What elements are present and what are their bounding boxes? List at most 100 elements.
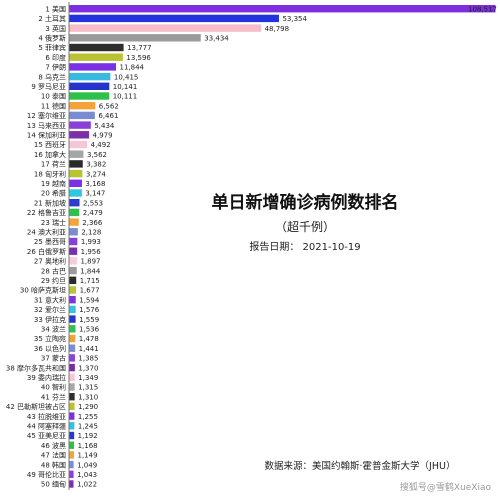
bar-42 xyxy=(69,402,75,411)
bar-6 xyxy=(69,53,123,61)
value-label-50: 1,022 xyxy=(77,481,97,489)
category-label-26: 26 白俄罗斯 xyxy=(27,247,66,256)
category-label-11: 11 德国 xyxy=(41,101,66,110)
chart-title: 单日新增确诊病例数排名 xyxy=(211,193,399,213)
value-label-3: 48,798 xyxy=(265,25,290,33)
value-label-8: 10,415 xyxy=(114,73,139,81)
category-label-3: 3 英国 xyxy=(45,24,66,33)
category-label-19: 19 越南 xyxy=(41,179,66,188)
bar-21 xyxy=(69,199,80,207)
value-label-11: 6,562 xyxy=(99,102,119,110)
category-label-36: 36 以色列 xyxy=(34,344,66,353)
value-label-6: 13,596 xyxy=(126,54,151,62)
bar-17 xyxy=(69,160,83,168)
chart-subtitle: （超千例） xyxy=(274,220,335,234)
bar-14 xyxy=(69,131,90,139)
value-label-37: 1,385 xyxy=(78,355,98,363)
category-label-20: 20 希腊 xyxy=(41,189,66,198)
category-label-44: 44 阿塞拜疆 xyxy=(27,422,66,431)
bar-38 xyxy=(69,363,75,372)
category-label-25: 25 墨西哥 xyxy=(34,238,66,246)
bar-3 xyxy=(69,24,262,32)
category-label-34: 34 波兰 xyxy=(41,325,66,334)
value-label-1: 108,517 xyxy=(468,5,497,13)
category-label-43: 43 拉脱维亚 xyxy=(27,412,66,421)
bar-31 xyxy=(69,296,76,304)
value-label-9: 10,141 xyxy=(113,83,137,91)
category-label-9: 9 罗马尼亚 xyxy=(31,83,66,91)
value-label-23: 2,366 xyxy=(82,219,103,227)
bar-28 xyxy=(69,266,77,275)
bar-27 xyxy=(69,257,77,265)
value-label-30: 1,677 xyxy=(80,287,100,295)
value-label-14: 4,979 xyxy=(93,132,113,140)
data-source: 数据来源：美国约翰斯·霍普金斯大学（JHU） xyxy=(264,461,456,472)
bar-45 xyxy=(69,431,75,440)
bar-18 xyxy=(69,169,83,178)
category-label-31: 31 意大利 xyxy=(34,295,66,304)
bar-44 xyxy=(69,422,75,430)
category-label-47: 47 法国 xyxy=(41,451,66,460)
category-label-40: 40 智利 xyxy=(41,383,66,392)
bar-7 xyxy=(69,63,116,71)
value-label-4: 33,434 xyxy=(204,35,229,43)
value-label-44: 1,245 xyxy=(78,423,98,431)
category-label-42: 42 巴勒斯坦被占区 xyxy=(6,402,66,411)
value-label-32: 1,576 xyxy=(79,306,100,314)
bar-4 xyxy=(69,34,201,42)
value-label-20: 3,147 xyxy=(85,190,105,198)
bar-8 xyxy=(69,72,111,81)
value-label-42: 1,290 xyxy=(78,403,98,411)
value-label-24: 2,128 xyxy=(81,229,101,237)
category-label-1: 1 美国 xyxy=(45,4,66,13)
value-label-27: 1,897 xyxy=(80,258,100,266)
value-label-28: 1,844 xyxy=(80,267,101,275)
value-label-10: 10,111 xyxy=(113,93,137,101)
value-label-26: 1,956 xyxy=(81,248,102,256)
category-label-22: 22 格鲁吉亚 xyxy=(27,208,66,217)
bar-16 xyxy=(69,150,84,158)
value-label-21: 2,553 xyxy=(83,199,103,207)
bar-33 xyxy=(69,315,76,323)
category-label-2: 2 土耳其 xyxy=(38,14,66,23)
category-label-50: 50 缅甸 xyxy=(41,480,66,489)
category-label-39: 39 委内瑞拉 xyxy=(27,373,66,382)
bar-9 xyxy=(69,82,110,90)
watermark: 搜狐号@雪鹤XueXiao xyxy=(396,479,494,494)
value-label-13: 5,434 xyxy=(94,122,115,130)
value-label-38: 1,370 xyxy=(78,364,98,372)
value-label-35: 1,478 xyxy=(79,335,99,343)
bar-43 xyxy=(69,412,75,420)
category-label-33: 33 伊拉克 xyxy=(34,315,66,324)
value-label-29: 1,715 xyxy=(80,277,100,285)
value-label-47: 1,149 xyxy=(78,452,98,460)
category-label-24: 24 澳大利亚 xyxy=(27,228,66,237)
bar-10 xyxy=(69,92,110,100)
category-label-38: 38 摩尔多瓦共和国 xyxy=(6,363,66,372)
bar-20 xyxy=(69,189,82,197)
category-label-18: 18 匈牙利 xyxy=(34,169,66,178)
value-label-15: 4,492 xyxy=(91,141,111,149)
bar-29 xyxy=(69,276,77,284)
bar-26 xyxy=(69,247,78,255)
bar-2 xyxy=(69,14,279,23)
category-label-28: 28 古巴 xyxy=(41,266,66,275)
category-label-46: 46 波黑 xyxy=(41,441,66,450)
category-label-17: 17 荷兰 xyxy=(41,160,66,169)
bar-35 xyxy=(69,334,76,343)
value-label-46: 1,168 xyxy=(78,442,98,450)
value-label-16: 3,562 xyxy=(87,151,107,159)
category-label-10: 10 泰国 xyxy=(41,92,66,101)
category-label-15: 15 西班牙 xyxy=(34,140,66,149)
category-label-14: 14 保加利亚 xyxy=(27,131,66,140)
value-label-22: 2,479 xyxy=(83,209,103,217)
category-label-21: 21 新加坡 xyxy=(34,198,66,207)
bar-49 xyxy=(69,470,74,478)
value-label-33: 1,559 xyxy=(79,316,99,324)
bar-46 xyxy=(69,441,75,449)
category-label-49: 49 哥伦比亚 xyxy=(27,470,66,479)
value-label-12: 6,461 xyxy=(98,112,118,120)
value-label-31: 1,594 xyxy=(79,296,100,304)
category-label-35: 35 立陶宛 xyxy=(34,334,66,343)
